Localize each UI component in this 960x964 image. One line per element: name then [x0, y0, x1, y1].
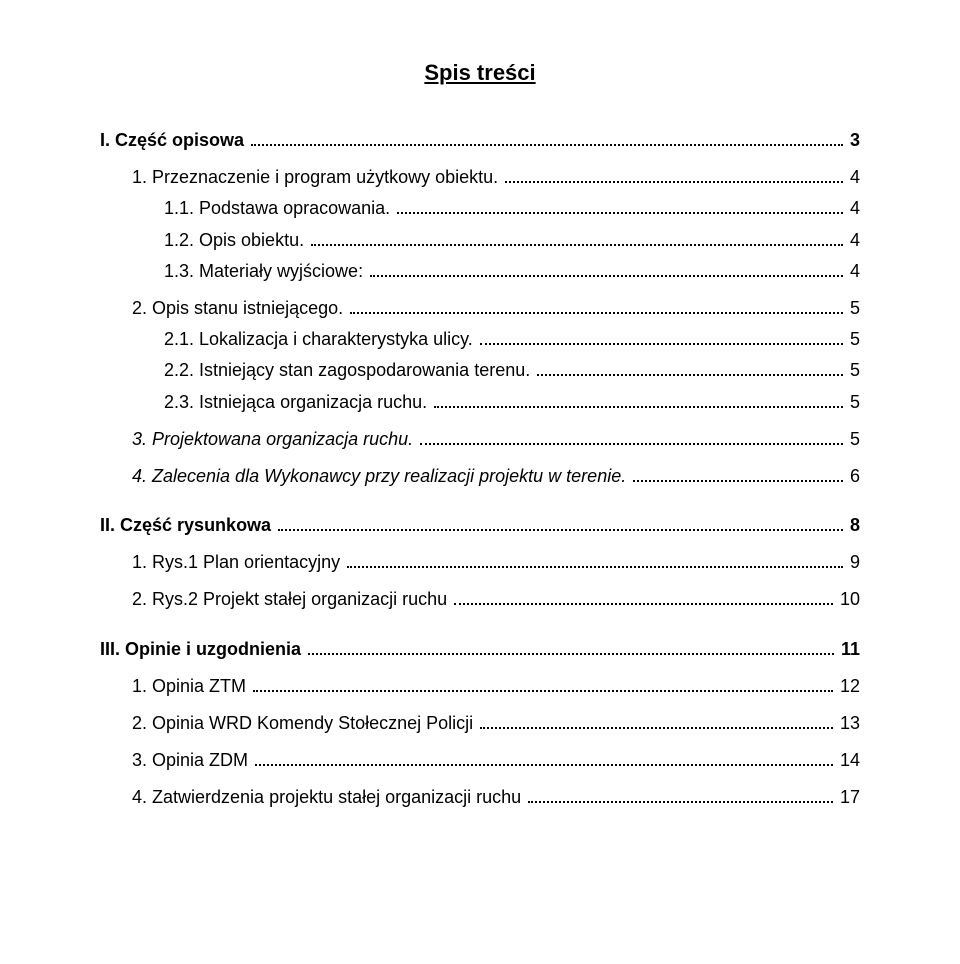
toc-entry-label: 2. Rys.2 Projekt stałej organizacji ruch… — [132, 587, 450, 612]
toc-entry-label: 2.2. Istniejący stan zagospodarowania te… — [164, 358, 533, 383]
toc-entry-label: 1.2. Opis obiektu. — [164, 228, 307, 253]
page-title: Spis treści — [100, 60, 860, 86]
toc-entry-page: 4 — [847, 259, 860, 284]
toc-entry-page: 4 — [847, 165, 860, 190]
toc-entry-label: I. Część opisowa — [100, 128, 247, 153]
toc-entry-page: 12 — [837, 674, 860, 699]
toc-entry: 1.1. Podstawa opracowania. 4 — [164, 196, 860, 221]
toc-leader-dots — [434, 406, 843, 408]
toc-entry: 1. Opinia ZTM 12 — [132, 674, 860, 699]
toc-entry-page: 5 — [847, 358, 860, 383]
toc-entry-page: 8 — [847, 513, 860, 538]
toc-entry: 2.1. Lokalizacja i charakterystyka ulicy… — [164, 327, 860, 352]
toc-entry: 4. Zalecenia dla Wykonawcy przy realizac… — [132, 464, 860, 489]
toc-entry-label: 1. Opinia ZTM — [132, 674, 249, 699]
toc-leader-dots — [480, 343, 843, 345]
toc-entry-page: 3 — [847, 128, 860, 153]
toc-entry: 1.2. Opis obiektu. 4 — [164, 228, 860, 253]
toc-entry-label: 2. Opinia WRD Komendy Stołecznej Policji — [132, 711, 476, 736]
toc-container: I. Część opisowa 3 1. Przeznaczenie i prog… — [100, 128, 860, 811]
toc-entry: 4. Zatwierdzenia projektu stałej organiz… — [132, 785, 860, 810]
toc-entry: 3. Opinia ZDM 14 — [132, 748, 860, 773]
toc-leader-dots — [454, 603, 833, 605]
toc-entry-label: 1. Rys.1 Plan orientacyjny — [132, 550, 343, 575]
toc-leader-dots — [633, 480, 843, 482]
toc-leader-dots — [253, 690, 833, 692]
toc-leader-dots — [420, 443, 843, 445]
toc-entry-label: 1.1. Podstawa opracowania. — [164, 196, 393, 221]
toc-entry: I. Część opisowa 3 — [100, 128, 860, 153]
toc-entry: 2.2. Istniejący stan zagospodarowania te… — [164, 358, 860, 383]
toc-leader-dots — [397, 212, 843, 214]
toc-entry-label: 3. Opinia ZDM — [132, 748, 251, 773]
toc-entry-page: 9 — [847, 550, 860, 575]
toc-leader-dots — [505, 181, 843, 183]
toc-entry-page: 5 — [847, 296, 860, 321]
toc-leader-dots — [255, 764, 833, 766]
toc-entry-label: III. Opinie i uzgodnienia — [100, 637, 304, 662]
toc-leader-dots — [480, 727, 833, 729]
toc-leader-dots — [308, 653, 834, 655]
toc-entry-label: 1. Przeznaczenie i program użytkowy obie… — [132, 165, 501, 190]
toc-entry-page: 11 — [838, 637, 860, 662]
toc-entry-label: 2.1. Lokalizacja i charakterystyka ulicy… — [164, 327, 476, 352]
toc-leader-dots — [370, 275, 843, 277]
toc-leader-dots — [278, 529, 843, 531]
toc-leader-dots — [347, 566, 843, 568]
toc-entry-page: 4 — [847, 228, 860, 253]
toc-entry-label: 3. Projektowana organizacja ruchu. — [132, 427, 416, 452]
toc-entry-label: II. Część rysunkowa — [100, 513, 274, 538]
toc-entry-page: 5 — [847, 427, 860, 452]
toc-entry: 2. Opinia WRD Komendy Stołecznej Policji… — [132, 711, 860, 736]
toc-entry: 1. Przeznaczenie i program użytkowy obie… — [132, 165, 860, 190]
toc-entry-page: 6 — [847, 464, 860, 489]
toc-leader-dots — [311, 244, 843, 246]
toc-entry-label: 2. Opis stanu istniejącego. — [132, 296, 346, 321]
toc-entry-label: 4. Zalecenia dla Wykonawcy przy realizac… — [132, 464, 629, 489]
toc-entry: 2. Opis stanu istniejącego. 5 — [132, 296, 860, 321]
toc-entry: 1. Rys.1 Plan orientacyjny 9 — [132, 550, 860, 575]
toc-entry: II. Część rysunkowa 8 — [100, 513, 860, 538]
toc-entry-page: 13 — [837, 711, 860, 736]
toc-entry-label: 1.3. Materiały wyjściowe: — [164, 259, 366, 284]
toc-entry: 2. Rys.2 Projekt stałej organizacji ruch… — [132, 587, 860, 612]
toc-leader-dots — [537, 374, 843, 376]
toc-entry: III. Opinie i uzgodnienia 11 — [100, 637, 860, 662]
page: Spis treści I. Część opisowa 3 1. Przeznac… — [0, 0, 960, 964]
toc-entry: 1.3. Materiały wyjściowe: 4 — [164, 259, 860, 284]
toc-entry-page: 10 — [837, 587, 860, 612]
toc-entry-page: 5 — [847, 327, 860, 352]
toc-entry-label: 4. Zatwierdzenia projektu stałej organiz… — [132, 785, 524, 810]
toc-entry: 2.3. Istniejąca organizacja ruchu. 5 — [164, 390, 860, 415]
toc-entry-label: 2.3. Istniejąca organizacja ruchu. — [164, 390, 430, 415]
toc-leader-dots — [350, 312, 843, 314]
toc-entry-page: 5 — [847, 390, 860, 415]
toc-entry-page: 14 — [837, 748, 860, 773]
toc-leader-dots — [528, 801, 833, 803]
toc-leader-dots — [251, 144, 843, 146]
toc-entry: 3. Projektowana organizacja ruchu. 5 — [132, 427, 860, 452]
toc-entry-page: 17 — [837, 785, 860, 810]
toc-entry-page: 4 — [847, 196, 860, 221]
